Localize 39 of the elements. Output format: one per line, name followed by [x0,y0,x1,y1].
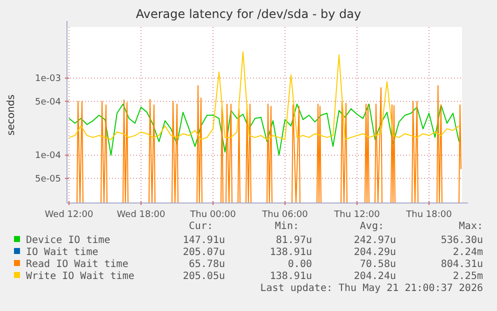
line-series [68,51,460,140]
text: 147.91u [182,235,225,246]
legend-label: Write IO Wait time [26,271,134,282]
chart-title: Average latency for /dev/sda - by day [136,7,362,21]
legend-label: IO Wait time [26,247,98,258]
text: Max: [458,221,483,232]
y-tick-label: 1e-03 [35,74,61,84]
text: 536.30u [440,235,483,246]
text: Last update: Thu May 21 21:00:37 2026 [260,283,483,294]
line-series [68,104,460,156]
y-tick-label: 5e-05 [35,174,61,184]
text: 204.24u [354,271,396,282]
text: 242.97u [354,235,396,246]
x-tick-label: Thu 12:00 [333,210,380,220]
text: 138.91u [270,271,312,282]
text: 0.00 [288,259,312,270]
text: 138.91u [270,247,312,258]
legend-label: Device IO time [26,235,110,246]
text: 2.25m [452,271,483,282]
text: 204.29u [354,247,396,258]
x-tick-label: Thu 06:00 [261,210,308,220]
x-tick-label: Thu 00:00 [189,210,236,220]
legend-label: Read IO Wait time [26,259,128,270]
text: 65.78u [188,259,225,270]
text: Avg: [360,221,384,232]
text: 205.05u [182,271,225,282]
y-tick-label: 5e-04 [35,97,62,108]
text: 2.24m [452,247,483,258]
text: 804.31u [440,259,483,270]
text: Cur: [188,221,213,232]
text: Min: [274,221,299,232]
text: 205.07u [182,247,225,258]
y-tick-label: 1e-04 [35,151,62,162]
x-tick-label: Thu 18:00 [405,210,452,220]
x-tick-label: Wed 18:00 [116,210,166,220]
x-tick-label: Wed 12:00 [44,210,94,220]
y-axis-title: seconds [6,94,17,136]
text: 70.58u [360,259,396,270]
text: 81.97u [276,235,312,246]
